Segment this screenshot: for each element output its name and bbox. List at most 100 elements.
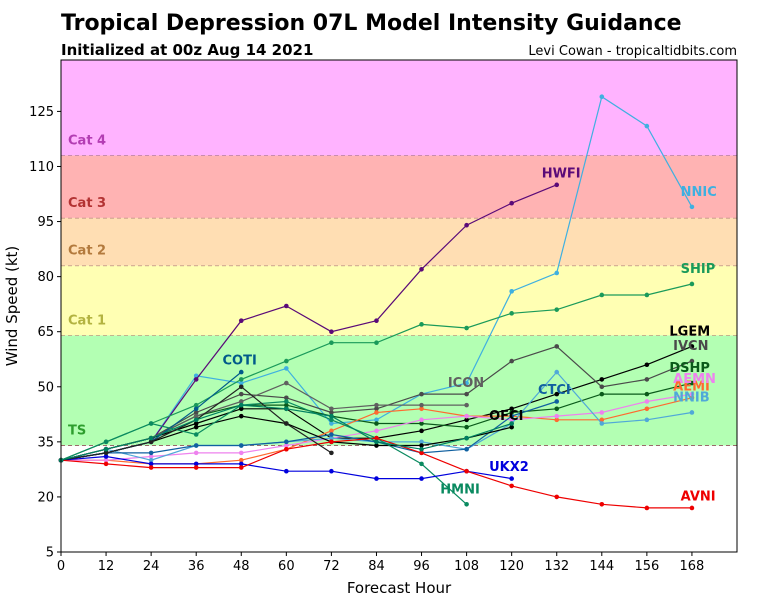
data-point-nnic <box>644 123 650 129</box>
data-point-lgem <box>509 406 514 412</box>
data-point-avni <box>644 505 650 511</box>
x-tick-label: 120 <box>499 559 524 574</box>
data-point-avni <box>238 465 244 470</box>
data-point-icon <box>419 402 424 408</box>
data-point-aemn <box>284 443 289 448</box>
data-point-aemi <box>374 410 379 415</box>
data-point-lgem <box>419 428 424 434</box>
data-point-aemn <box>193 450 199 456</box>
data-point-dshp <box>284 402 289 408</box>
data-point-hmni <box>419 461 424 467</box>
series-label-lgem: LGEM <box>669 324 710 339</box>
data-point-nnic <box>554 270 560 276</box>
data-point-avni <box>103 461 109 467</box>
data-point-lgem <box>464 417 469 423</box>
series-label-aemi: AEMI <box>673 379 710 394</box>
band-ts <box>61 335 737 446</box>
data-point-ship <box>689 281 695 287</box>
data-point-icon <box>374 402 379 408</box>
data-point-ofci <box>509 424 514 430</box>
data-point-aemn <box>689 391 695 397</box>
data-point-ship <box>599 292 605 298</box>
data-point-aemi <box>329 428 334 434</box>
y-tick-label: 20 <box>37 490 54 505</box>
data-point-dshp <box>689 380 695 386</box>
data-point-icon <box>238 399 244 404</box>
data-point-nnib <box>599 421 605 426</box>
data-point-avni <box>419 450 424 456</box>
data-point-hwfi <box>374 318 379 323</box>
data-point-dshp <box>554 406 560 412</box>
data-point-aemn <box>148 454 154 459</box>
data-point-hmni <box>284 399 289 404</box>
data-point-ship <box>193 402 199 408</box>
data-point-ivcn <box>193 410 199 415</box>
data-point-ukx2 <box>509 476 514 481</box>
data-point-icon <box>329 406 334 412</box>
series-label-ship: SHIP <box>681 262 716 277</box>
band-label: Cat 2 <box>68 244 106 259</box>
data-point-ship <box>464 325 469 331</box>
data-point-avni <box>689 505 695 511</box>
data-point-ukx2 <box>374 476 379 481</box>
data-point-ukx2 <box>148 461 154 467</box>
data-point-ship <box>644 292 650 298</box>
data-point-lgem <box>644 362 650 368</box>
y-tick-label: 95 <box>37 215 54 230</box>
series-label-avni: AVNI <box>681 490 716 505</box>
data-point-hwfi <box>238 318 244 323</box>
x-tick-label: 96 <box>413 559 430 574</box>
series-label-ctci: CTCI <box>538 383 571 398</box>
x-tick-label: 36 <box>188 559 205 574</box>
x-axis-ticks: 0 12 24 36 48 60 72 84 96 108 120 132 144 156 168 <box>57 552 704 574</box>
data-point-avni <box>509 483 514 489</box>
data-point-ship <box>374 340 379 346</box>
series-label-ukx2: UKX2 <box>489 460 529 475</box>
data-point-ivcn <box>644 377 650 382</box>
data-point-aemn <box>103 457 109 463</box>
x-tick-label: 0 <box>57 559 65 574</box>
data-point-dshp <box>644 391 650 397</box>
y-tick-label: 125 <box>29 105 54 120</box>
data-point-ivcn <box>689 358 695 364</box>
y-axis-label: Wind Speed (kt) <box>3 246 21 367</box>
band-label: Cat 1 <box>68 313 106 328</box>
chart-title: Tropical Depression 07L Model Intensity … <box>61 11 682 36</box>
data-point-avni <box>193 465 199 470</box>
data-point-coti <box>238 369 244 375</box>
data-point-unlabeled <box>419 446 424 452</box>
data-point-unlabeled <box>329 413 334 419</box>
data-point-aemn <box>238 450 244 456</box>
data-point-nnic <box>509 289 514 294</box>
data-point-hwfi <box>509 200 514 206</box>
data-point-ivcn <box>599 384 605 390</box>
data-point-ctci <box>329 432 334 437</box>
data-point-unlabeled <box>464 435 469 441</box>
data-point-avni <box>284 446 289 452</box>
band-label: Cat 3 <box>68 196 106 211</box>
data-point-unlabeled <box>148 435 154 441</box>
series-line-hmni <box>60 400 468 505</box>
series-label-nnic: NNIC <box>681 185 717 200</box>
data-point-unlabeled <box>284 421 289 426</box>
plot-frame <box>60 59 738 553</box>
series-label-hmni: HMNI <box>440 482 480 497</box>
y-tick-label: 80 <box>37 270 54 285</box>
x-tick-label: 132 <box>544 559 569 574</box>
data-point-unlabeled <box>148 439 154 445</box>
data-point-aemn <box>464 413 469 419</box>
data-point-ctci <box>148 450 154 456</box>
data-point-hmni <box>464 501 469 507</box>
x-tick-label: 108 <box>454 559 479 574</box>
series-label-nnib: NNIB <box>673 390 710 405</box>
data-point-ivcn <box>554 344 560 349</box>
data-point-avni <box>374 435 379 441</box>
data-point-lgem <box>689 344 695 349</box>
data-point-ukx2 <box>238 461 244 467</box>
data-point-aemi <box>599 417 605 423</box>
data-point-avni <box>148 465 154 470</box>
data-point-nnib <box>329 435 334 441</box>
data-point-avni <box>599 501 605 507</box>
data-point-lgem <box>193 421 199 426</box>
